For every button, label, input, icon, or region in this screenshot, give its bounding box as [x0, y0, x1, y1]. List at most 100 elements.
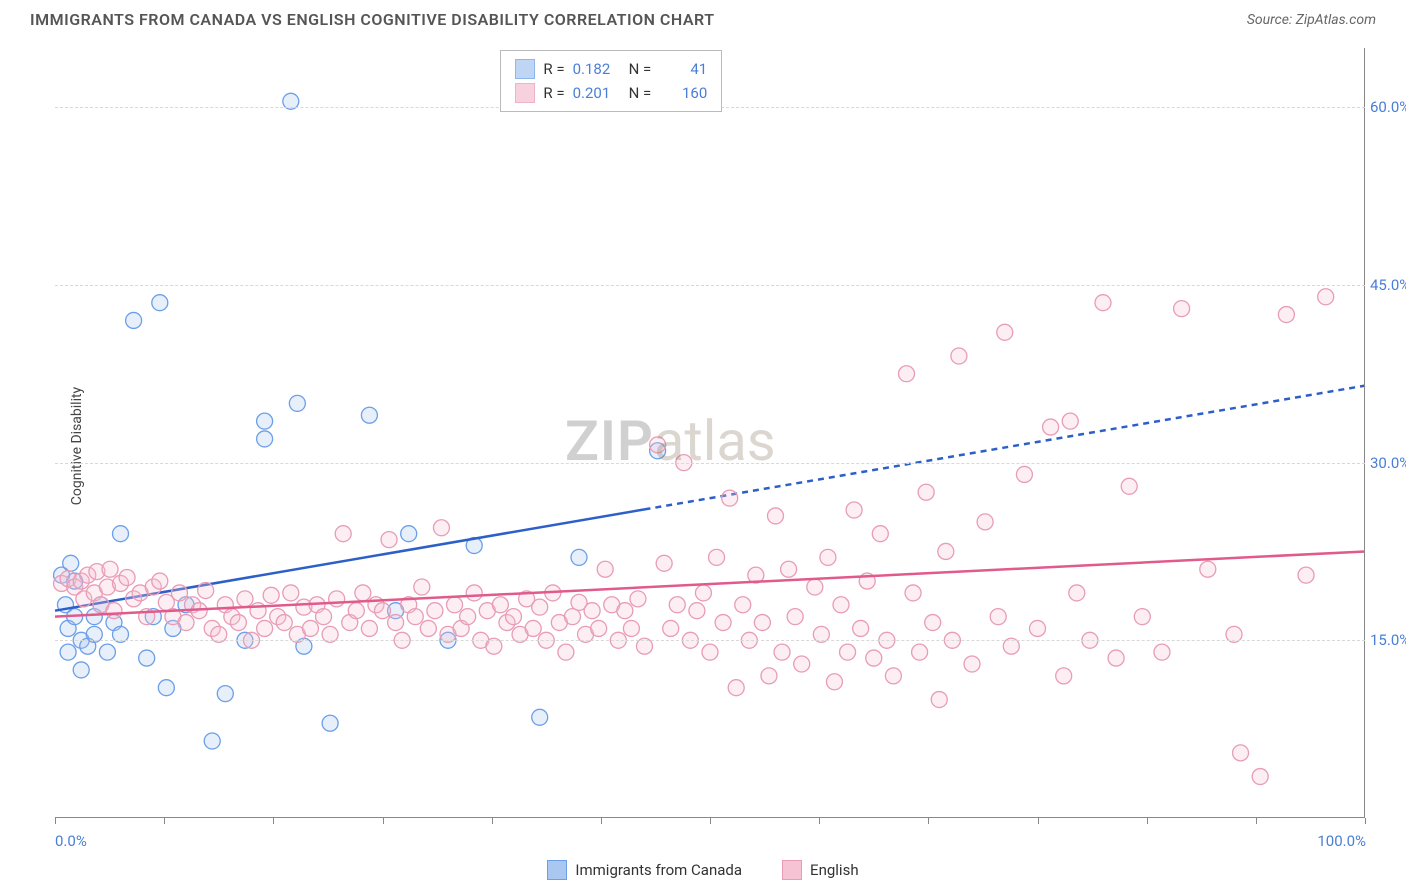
- data-point-canada: [571, 549, 587, 565]
- data-point-english: [885, 668, 901, 684]
- data-point-english: [152, 573, 168, 589]
- r-label: R =: [543, 57, 564, 81]
- data-point-english: [361, 620, 377, 636]
- data-point-english: [754, 615, 770, 631]
- data-point-english: [237, 591, 253, 607]
- data-point-canada: [289, 395, 305, 411]
- data-point-english: [329, 591, 345, 607]
- data-point-english: [774, 644, 790, 660]
- data-point-canada: [113, 526, 129, 542]
- y-tick-label: 15.0%: [1370, 631, 1406, 649]
- data-point-english: [715, 615, 731, 631]
- stats-legend-row-english: R =0.201N =160: [515, 81, 707, 105]
- x-tick: [164, 818, 165, 824]
- x-tick: [710, 818, 711, 824]
- data-point-english: [1278, 307, 1294, 323]
- y-tick-label: 45.0%: [1370, 276, 1406, 294]
- plot-area: ZIPatlas R =0.182N =41R =0.201N =160 15.…: [55, 48, 1365, 818]
- data-point-english: [591, 620, 607, 636]
- data-point-english: [230, 615, 246, 631]
- data-point-english: [375, 603, 391, 619]
- data-point-canada: [99, 644, 115, 660]
- legend-swatch-english: [515, 83, 535, 103]
- data-point-english: [853, 620, 869, 636]
- data-point-english: [663, 620, 679, 636]
- x-axis-label-max: 100.0%: [1317, 832, 1366, 850]
- data-point-canada: [532, 709, 548, 725]
- data-point-english: [938, 543, 954, 559]
- data-point-english: [283, 585, 299, 601]
- data-point-english: [427, 603, 443, 619]
- data-point-english: [584, 603, 600, 619]
- data-point-english: [794, 656, 810, 672]
- x-tick: [492, 818, 493, 824]
- data-point-canada: [60, 644, 76, 660]
- data-point-english: [1121, 478, 1137, 494]
- data-point-english: [761, 668, 777, 684]
- x-tick: [1256, 818, 1257, 824]
- data-point-english: [1069, 585, 1085, 601]
- data-point-english: [466, 585, 482, 601]
- data-point-english: [951, 348, 967, 364]
- y-tick-label: 30.0%: [1370, 454, 1406, 472]
- data-point-english: [564, 609, 580, 625]
- data-point-english: [840, 644, 856, 660]
- data-point-english: [702, 644, 718, 660]
- data-point-english: [414, 579, 430, 595]
- x-tick: [55, 818, 56, 824]
- data-point-english: [990, 609, 1006, 625]
- data-point-canada: [152, 295, 168, 311]
- data-point-english: [171, 585, 187, 601]
- data-point-canada: [257, 413, 273, 429]
- data-point-english: [532, 599, 548, 615]
- legend-label-canada: Immigrants from Canada: [575, 861, 742, 879]
- gridline: [55, 640, 1365, 641]
- chart-container: IMMIGRANTS FROM CANADA VS ENGLISH COGNIT…: [0, 0, 1406, 892]
- data-point-english: [420, 620, 436, 636]
- data-point-english: [348, 603, 364, 619]
- data-point-canada: [401, 526, 417, 542]
- data-point-english: [905, 585, 921, 601]
- data-point-english: [977, 514, 993, 530]
- data-point-english: [925, 615, 941, 631]
- n-value-english: 160: [659, 81, 707, 105]
- data-point-english: [1108, 650, 1124, 666]
- data-point-english: [263, 587, 279, 603]
- data-point-canada: [322, 715, 338, 731]
- data-point-english: [597, 561, 613, 577]
- x-tick: [273, 818, 274, 824]
- data-point-english: [355, 585, 371, 601]
- data-point-english: [1154, 644, 1170, 660]
- r-value-canada: 0.182: [573, 57, 621, 81]
- data-point-english: [997, 324, 1013, 340]
- data-point-english: [826, 674, 842, 690]
- data-point-english: [630, 591, 646, 607]
- data-point-english: [669, 597, 685, 613]
- data-point-english: [787, 609, 803, 625]
- data-point-english: [335, 526, 351, 542]
- n-label: N =: [629, 81, 652, 105]
- data-point-english: [650, 437, 666, 453]
- data-point-english: [525, 620, 541, 636]
- legend-swatch-canada: [547, 860, 567, 880]
- gridline: [55, 285, 1365, 286]
- data-point-english: [1233, 745, 1249, 761]
- data-point-english: [709, 549, 725, 565]
- data-point-english: [106, 603, 122, 619]
- x-tick: [1365, 818, 1366, 824]
- data-point-english: [846, 502, 862, 518]
- data-point-english: [1252, 769, 1268, 785]
- x-tick: [383, 818, 384, 824]
- x-tick: [819, 818, 820, 824]
- data-point-canada: [63, 555, 79, 571]
- data-point-english: [781, 561, 797, 577]
- data-point-canada: [217, 686, 233, 702]
- data-point-english: [1134, 609, 1150, 625]
- legend-label-english: English: [810, 861, 859, 879]
- n-label: N =: [629, 57, 652, 81]
- data-point-english: [1043, 419, 1059, 435]
- data-point-english: [102, 561, 118, 577]
- data-point-english: [1298, 567, 1314, 583]
- data-point-english: [506, 609, 522, 625]
- data-point-english: [1016, 466, 1032, 482]
